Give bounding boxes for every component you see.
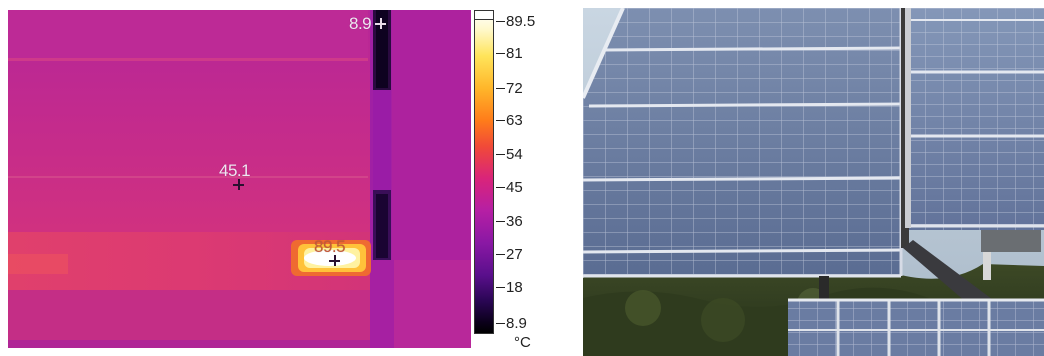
solar-panel-scene <box>583 8 1044 356</box>
scale-tick: 18 <box>496 278 523 296</box>
temperature-color-scale <box>474 10 494 334</box>
spot-value-min: 8.9 <box>349 14 372 33</box>
scale-max-label: 89.5 <box>506 12 536 30</box>
thermal-scene <box>8 10 471 348</box>
spot-value-max: 89.5 <box>314 237 346 256</box>
scale-tick: 63 <box>496 111 523 129</box>
scale-unit-label: °C <box>514 334 531 351</box>
scale-tick: 54 <box>496 145 523 163</box>
scale-tick-min: 8.9 <box>496 314 527 332</box>
scale-min-label: 8.9 <box>506 314 527 332</box>
solar-panel-photo <box>583 8 1044 356</box>
spot-value-center: 45.1 <box>219 161 251 180</box>
scale-tick: 45 <box>496 178 523 196</box>
scale-tick-max: 89.5 <box>496 12 535 30</box>
thermal-image: 8.9 45.1 89.5 <box>8 10 471 348</box>
spot-crosshair-center <box>233 179 244 190</box>
scale-tick-labels: 89.5 81 72 63 54 45 36 27 18 8.9 <box>496 10 566 350</box>
scale-tick: 36 <box>496 212 523 230</box>
scale-top-cap <box>474 10 494 20</box>
spot-crosshair-min <box>375 18 386 29</box>
scale-tick: 81 <box>496 44 523 62</box>
scale-tick: 27 <box>496 245 523 263</box>
scale-tick: 72 <box>496 79 523 97</box>
spot-crosshair-max <box>329 255 340 266</box>
